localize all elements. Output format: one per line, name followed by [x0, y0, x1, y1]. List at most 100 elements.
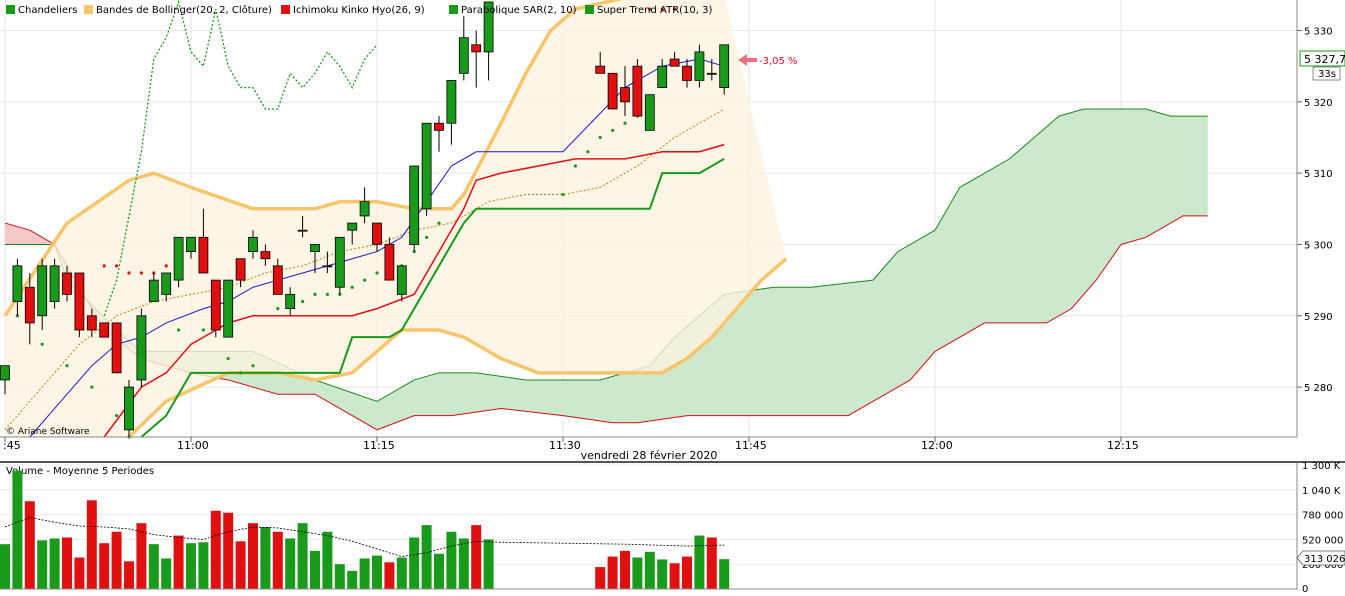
candle — [595, 51, 606, 74]
volume-bar — [334, 564, 345, 589]
candle-body — [322, 265, 333, 268]
candle-body — [186, 236, 196, 252]
candle — [285, 287, 296, 316]
legend: Chandeliers Bandes de Bollinger(20, 2, Cl… — [6, 4, 712, 16]
volume-bar — [260, 527, 271, 589]
sar-dot — [325, 292, 329, 296]
volume-average-line — [4, 517, 725, 557]
volume-bar — [235, 541, 246, 589]
volume-bar — [458, 538, 469, 589]
volume-bar — [359, 558, 370, 589]
legend-item: Super Trend ATR(10, 3) — [597, 5, 712, 16]
candle-body — [235, 258, 246, 281]
volume-axis: 0 260 000 520 000 780 000 1 040 K 1 300 K — [1302, 461, 1343, 595]
candle — [12, 258, 23, 316]
last-volume-marker: 313 026 — [1296, 550, 1345, 566]
supertrend — [103, 0, 725, 438]
sar-dot — [276, 307, 280, 311]
legend-swatch — [6, 5, 15, 14]
candle-body — [74, 272, 85, 331]
volume-bar — [49, 538, 60, 589]
candle-body — [446, 80, 457, 124]
candle — [161, 272, 172, 302]
candle-body — [111, 322, 122, 374]
sar-dot — [586, 150, 590, 154]
volume-bar — [682, 556, 692, 589]
candle — [359, 187, 370, 224]
candle — [719, 44, 730, 95]
y-tick-label: 5 300 — [1304, 240, 1333, 251]
candle — [111, 322, 122, 374]
cloud-bearish — [5, 223, 55, 245]
candle-body — [632, 65, 643, 117]
volume-bar — [471, 525, 482, 589]
candle-body — [148, 279, 159, 302]
volume-average — [4, 517, 725, 557]
candle — [198, 208, 209, 274]
volume-bar — [483, 539, 494, 589]
candle — [297, 215, 308, 238]
candle — [310, 244, 320, 273]
candle — [248, 230, 258, 259]
candle — [148, 272, 159, 302]
volume-bar — [0, 544, 10, 589]
candle — [458, 16, 469, 81]
legend-swatch — [449, 5, 458, 14]
x-tick-label: 11:15 — [363, 439, 395, 452]
candle — [49, 258, 60, 309]
volume-bar — [310, 550, 320, 589]
volume-bar — [210, 510, 221, 589]
volume-bar — [223, 512, 234, 589]
volume-bar — [285, 538, 296, 589]
copyright: © Ariane Software — [6, 427, 90, 437]
candle — [644, 94, 655, 131]
candle — [272, 258, 283, 295]
timer-label: 33s — [1318, 69, 1336, 80]
candle-body — [396, 265, 407, 295]
sar-dot — [115, 414, 119, 418]
volume-bar — [322, 531, 333, 589]
y-tick-label: 5 330 — [1304, 27, 1333, 38]
volume-bar — [434, 553, 444, 589]
supertrend-dotted — [103, 0, 378, 316]
volume-bar — [186, 543, 196, 589]
sar-dot — [127, 271, 131, 275]
candle — [235, 258, 246, 288]
candles — [0, 1, 730, 437]
candle — [483, 1, 494, 81]
candle — [372, 222, 382, 252]
candle-body — [62, 272, 72, 295]
candle-body — [384, 244, 395, 281]
volume-bar — [198, 542, 209, 589]
candle-body — [12, 265, 23, 302]
candle — [347, 222, 358, 245]
volume-bars — [0, 470, 730, 589]
parabolic-sar — [15, 7, 677, 439]
candle-body — [49, 265, 60, 302]
volume-bar — [396, 557, 407, 589]
candle-body — [86, 315, 97, 331]
sar-dot — [239, 371, 243, 375]
legend-swatch — [84, 5, 93, 14]
volume-bar — [248, 523, 258, 589]
volume-bar — [272, 531, 283, 589]
last-price-label: 5 327,79 — [1304, 53, 1345, 66]
volume-bar — [595, 567, 606, 589]
volume-bar — [148, 544, 159, 589]
legend-item: Chandeliers — [18, 5, 77, 16]
candle — [421, 122, 432, 216]
candle — [186, 236, 196, 259]
legend-item: Parabolique SAR(2, 10) — [461, 5, 577, 16]
candle-body — [124, 386, 134, 431]
x-tick-label: 12:15 — [1107, 439, 1139, 452]
volume-tick-label: 260 000 — [1302, 560, 1343, 571]
volume-bar — [74, 557, 85, 589]
x-tick-label: 12:00 — [921, 439, 953, 452]
volume-bar — [347, 570, 358, 589]
candle-body — [719, 44, 730, 88]
candle — [223, 279, 234, 338]
volume-tick-label: 1 300 K — [1302, 461, 1341, 472]
sar-dot — [375, 271, 379, 275]
bollinger-fill — [5, 0, 787, 437]
